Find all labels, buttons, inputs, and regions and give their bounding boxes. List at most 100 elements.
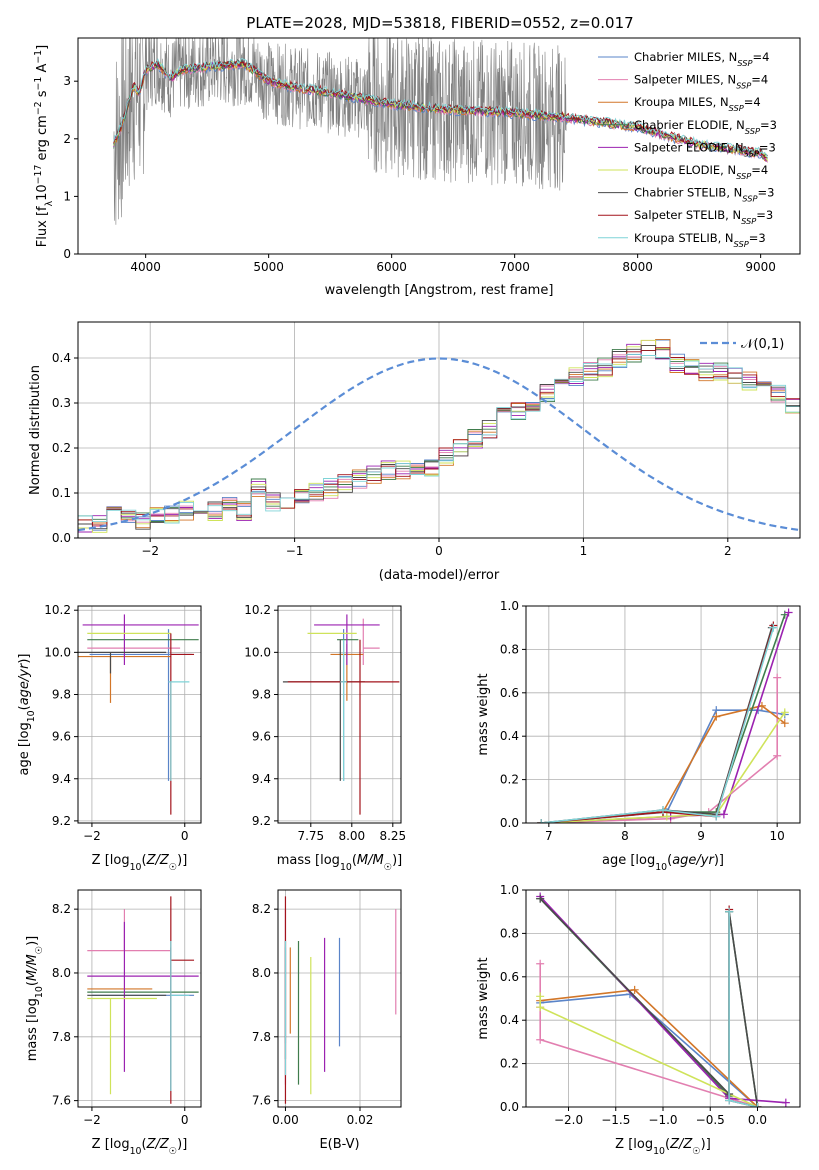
y-axis-label: Flux [fλ10−17 erg cm−2 s−1 A−1]: [33, 45, 55, 247]
x-axis-label: age [log10(age/yr)]: [602, 853, 724, 873]
weight-vs-metallicity-axes: −2.0 −1.5 −1.0 −0.5 0.0 0.0 0.2 0.4 0.6 0.8 1.0 Z […: [476, 883, 801, 1157]
mass-vs-extinction-axes: 0.00 0.02 7.6 7.8 8.0 8.2 E(B-V): [252, 889, 402, 1152]
weight-marker: [712, 812, 721, 821]
x-tick-label: −2: [141, 544, 159, 558]
mass-vs-metallicity-axes: −2 0 7.6 7.8 8.0 8.2 Z [log10(Z/Z☉)] mass [log1…: [25, 889, 202, 1157]
y-tick-label: 7.8: [252, 1030, 271, 1044]
residual-histogram-6: [78, 339, 800, 533]
y-tick-label: 10.0: [244, 645, 271, 659]
weight-marker: [630, 985, 639, 994]
y-tick-label: 9.2: [52, 814, 71, 828]
y-tick-label: 9.8: [252, 687, 271, 701]
x-tick-label: 7: [545, 829, 553, 843]
y-tick-label: 0.3: [52, 396, 71, 410]
x-tick-label: 7000: [499, 260, 530, 274]
residuals-axes: −2 −1 0 1 2 0.0 0.1 0.2 0.3 0.4 (data-model)/error…: [28, 321, 801, 583]
age-vs-mass-axes: 7.75 8.00 8.25 9.2 9.4 9.6 9.8 10.0 10.2 mass [lo…: [244, 603, 406, 872]
x-tick-label: −2: [83, 829, 101, 843]
weight-line-2: [539, 963, 758, 1107]
weight-marker: [536, 992, 545, 1001]
legend-entry: Salpeter ELODIE, NSSP=3: [634, 140, 776, 158]
x-tick-label: 7.75: [297, 829, 324, 843]
x-tick-label: 0.02: [347, 1113, 374, 1127]
legend-entry: Chabrier STELIB, NSSP=3: [634, 186, 774, 204]
weight-marker: [536, 894, 545, 903]
y-axis-label: Normed distribution: [28, 365, 43, 495]
y-tick-label: 8.2: [252, 902, 271, 916]
y-tick-label: 0.6: [500, 686, 519, 700]
y-tick-label: 0.1: [52, 486, 71, 500]
weight-marker: [536, 1035, 545, 1044]
x-axis-label: Z [log10(Z/Z☉)]: [615, 1137, 711, 1157]
y-tick-label: 0.0: [52, 531, 71, 545]
x-axis-label: wavelength [Angstrom, rest frame]: [325, 283, 554, 298]
plot-area: [78, 890, 201, 1107]
residual-histogram-5: [78, 343, 800, 533]
y-tick-label: 7.6: [52, 1094, 71, 1108]
residual-histogram-7: [78, 344, 800, 530]
weight-marker: [662, 812, 671, 821]
y-tick-label: 10.2: [244, 603, 271, 617]
residual-histogram-2: [78, 339, 800, 528]
x-axis-label: (data-model)/error: [379, 568, 500, 583]
observed-spectrum: [113, 38, 567, 225]
y-tick-label: 0.2: [500, 773, 519, 787]
spectrum-axes: 4000 5000 6000 7000 8000 9000 0 1 2 3 wavelength […: [33, 37, 801, 298]
model-spectrum-9: [113, 57, 768, 159]
residual-histogram-8: [78, 347, 800, 526]
x-tick-label: 2: [724, 544, 732, 558]
y-tick-label: 8.0: [252, 966, 271, 980]
x-tick-label: 5000: [253, 260, 284, 274]
y-tick-label: 0.0: [500, 1100, 519, 1114]
x-tick-label: 9: [697, 829, 705, 843]
weight-vs-age-axes: 7 8 9 10 0.0 0.2 0.4 0.6 0.8 1.0 age [log10(age/yr…: [476, 599, 801, 873]
y-tick-label: 9.6: [52, 730, 71, 744]
y-tick-label: 9.6: [252, 730, 271, 744]
residual-histogram-9: [78, 353, 800, 524]
plot-area: [526, 606, 800, 823]
plot-area: [526, 890, 800, 1107]
y-tick-label: 0.0: [500, 816, 519, 830]
x-tick-label: −2: [83, 1113, 101, 1127]
x-tick-label: −1: [286, 544, 304, 558]
y-tick-label: 2: [63, 132, 71, 146]
weight-line-2: [541, 677, 778, 823]
x-tick-label: −1.5: [601, 1113, 630, 1127]
x-tick-label: 9000: [745, 260, 776, 274]
weight-marker: [536, 959, 545, 968]
weight-marker: [769, 623, 778, 632]
plot-area: [78, 606, 201, 823]
legend-entry: 𝒩(0,1): [741, 337, 784, 352]
y-tick-label: 0.8: [500, 926, 519, 940]
weight-marker: [712, 712, 721, 721]
weight-line-7: [541, 627, 773, 823]
weight-line-5: [541, 612, 790, 823]
weight-marker: [725, 1096, 734, 1105]
weight-marker: [536, 1003, 545, 1012]
weight-marker: [659, 805, 667, 814]
y-tick-label: 9.4: [252, 772, 271, 786]
x-tick-label: 0: [181, 1113, 189, 1127]
x-axis-label: Z [log10(Z/Z☉)]: [92, 853, 188, 873]
x-axis-label: E(B-V): [319, 1137, 359, 1152]
y-tick-label: 0.4: [52, 351, 71, 365]
weight-marker: [753, 1103, 762, 1107]
y-tick-label: 10.0: [44, 645, 71, 659]
x-tick-label: 8.25: [379, 829, 406, 843]
y-tick-label: 0.4: [500, 729, 519, 743]
y-axis-label: mass weight: [476, 957, 491, 1039]
age-vs-metallicity-axes: −2 0 9.2 9.4 9.6 9.8 10.0 10.2 Z [log10(Z/Z☉)] ag…: [17, 603, 202, 873]
weight-line-3: [541, 704, 786, 823]
axes-frame: [525, 605, 801, 824]
y-axis-label: age [log10(age/yr)]: [17, 653, 37, 775]
x-tick-label: 4000: [130, 260, 161, 274]
y-tick-label: 9.8: [52, 687, 71, 701]
legend-entry: Salpeter STELIB, NSSP=3: [634, 208, 773, 226]
y-tick-label: 0.8: [500, 642, 519, 656]
axes-frame: [77, 605, 202, 824]
y-tick-label: 0.2: [500, 1057, 519, 1071]
y-tick-label: 7.6: [252, 1094, 271, 1108]
model-spectrum-8: [113, 60, 768, 159]
y-tick-label: 1.0: [500, 599, 519, 613]
